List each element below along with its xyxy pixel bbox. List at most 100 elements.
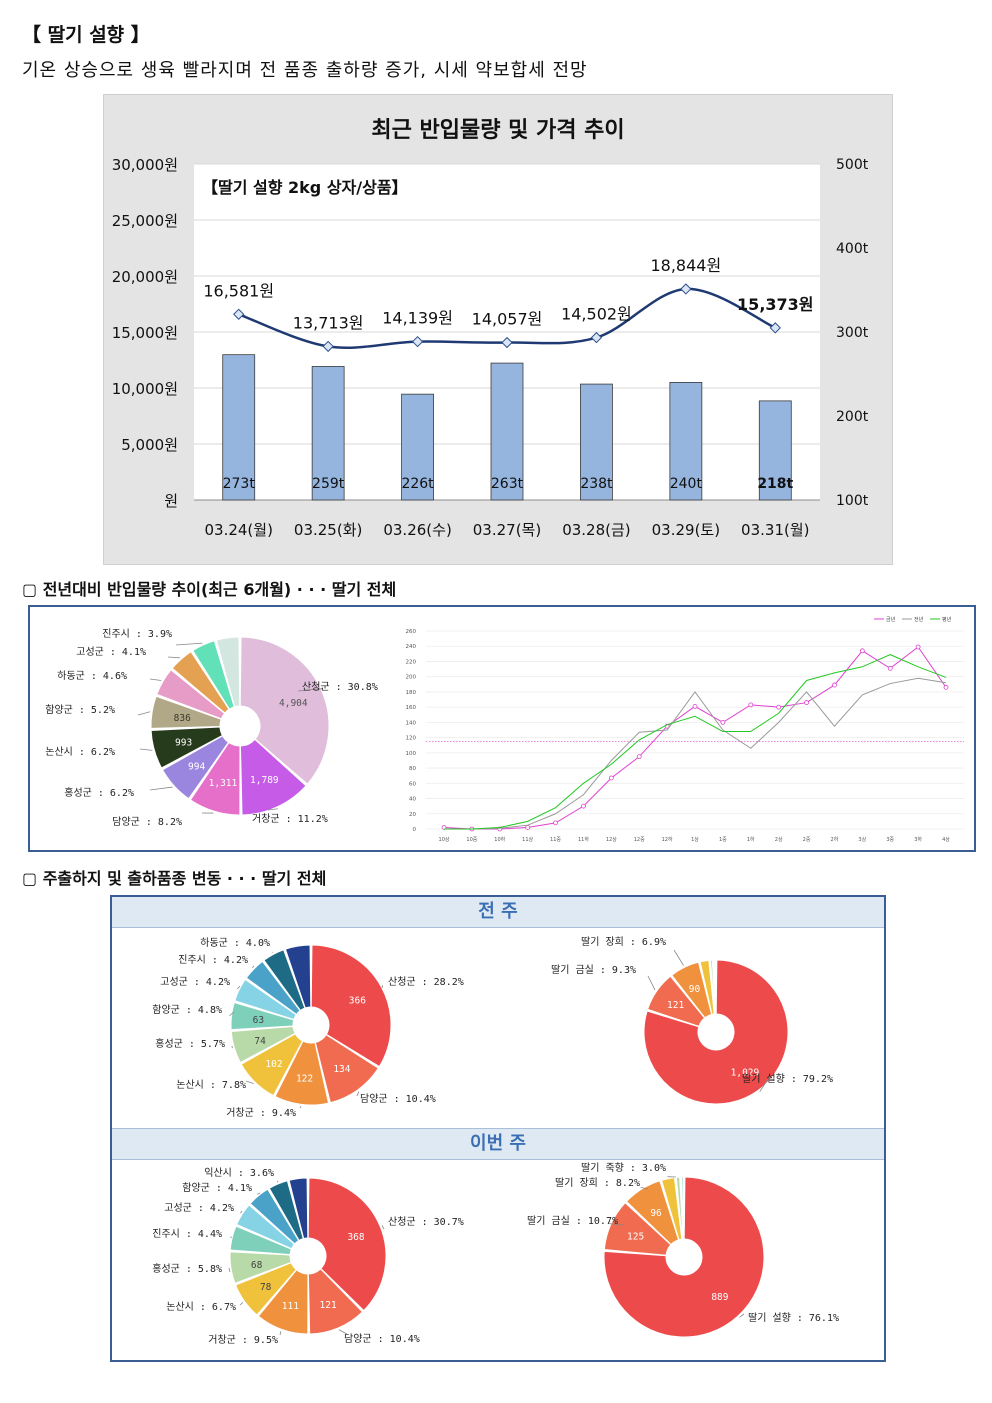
section-title-shipping: ▢ 주출하지 및 출하품종 변동 · · · 딸기 전체 <box>22 869 327 888</box>
y-tick-label: 200 <box>406 675 417 681</box>
leader-line <box>237 985 241 990</box>
slice-label: 하동군 : 4.6% <box>57 669 127 682</box>
y-tick-label: 260 <box>406 629 417 635</box>
slice-label: 담양군 : 10.4% <box>360 1093 436 1105</box>
y-tick-label: 0 <box>413 827 417 833</box>
series-point <box>525 825 531 830</box>
page-subtitle: 기온 상승으로 생육 빨라지며 전 품종 출하량 증가, 시세 약보합세 전망 <box>22 60 588 81</box>
leader-line <box>167 656 180 659</box>
donut-slice <box>150 726 224 769</box>
slice-value-label: 78 <box>260 1282 272 1293</box>
slice-label: 담양군 : 10.4% <box>344 1333 420 1345</box>
donut-slice <box>603 1176 765 1338</box>
slice-label: 진주시 : 4.4% <box>152 1228 222 1240</box>
slice-value-label: 994 <box>188 761 205 772</box>
price-label: 18,844원 <box>650 256 721 275</box>
left-tick-label: 15,000원 <box>112 324 178 342</box>
slice-label: 딸기 장희 : 6.9% <box>581 936 666 948</box>
y-tick-label: 120 <box>406 736 417 742</box>
y-tick-label: 160 <box>406 705 417 711</box>
band-this-week: 이번 주 <box>112 1128 884 1160</box>
slice-value-label: 90 <box>689 984 701 995</box>
slice-value-label: 366 <box>349 995 366 1006</box>
series-point <box>636 754 642 760</box>
leader-line <box>149 786 173 791</box>
slice-label: 산청군 : 28.2% <box>388 976 464 988</box>
volume-bar <box>580 383 613 501</box>
leader-line <box>175 642 203 646</box>
leader-line <box>139 748 153 751</box>
leader-line <box>257 1192 261 1195</box>
slice-label: 진주시 : 4.2% <box>178 954 248 966</box>
leader-line <box>640 1186 649 1190</box>
leader-line <box>299 1106 302 1109</box>
leader-line <box>356 1091 360 1097</box>
section-title-volume: ▢ 전년대비 반입물량 추이(최근 6개월) · · · 딸기 전체 <box>22 580 397 599</box>
leader-line <box>381 985 384 989</box>
volume-bar <box>758 400 792 501</box>
y-tick-label: 20 <box>409 812 416 818</box>
right-tick-label: 200t <box>836 409 869 425</box>
chart-title: 최근 반입물량 및 가격 추이 <box>371 118 624 143</box>
slice-value-label: 889 <box>711 1292 728 1303</box>
this-week-variety-donut: 889 딸기 설향 : 76.1% 125 딸기 금실 : 10.7% 96 딸기 장희 … <box>527 1162 839 1338</box>
donut-slice <box>713 959 717 1015</box>
slice-label: 홍성군 : 5.8% <box>152 1262 222 1275</box>
y-tick-label: 180 <box>406 690 417 696</box>
band-prev-week: 전 주 <box>112 897 884 928</box>
donut-slice <box>215 636 241 708</box>
left-tick-label: 20,000원 <box>112 268 178 286</box>
series-point <box>915 644 921 650</box>
series-point <box>887 665 893 671</box>
slice-label: 산청군 : 30.7% <box>388 1216 464 1228</box>
x-tick-label: 3상 <box>858 836 866 843</box>
leader-line <box>381 1225 385 1230</box>
x-tick-label: 11하 <box>578 836 589 843</box>
price-point <box>769 322 781 334</box>
price-label: 15,373원 <box>737 295 813 314</box>
slice-value-label: 1,789 <box>250 775 279 786</box>
donut-slice <box>625 1180 680 1246</box>
volume-trend-panel: 4,904 산청군 : 30.8% 1,789 거창군 : 11.2% 1,311 담양군… <box>28 605 976 852</box>
slice-value-label: 4,904 <box>279 698 308 709</box>
x-tick-label: 11상 <box>522 836 533 843</box>
slice-label: 함양군 : 4.1% <box>182 1182 252 1194</box>
category-label: 03.27(목) <box>473 521 541 539</box>
bar-value-label: 240t <box>670 476 703 492</box>
leader-line <box>297 688 323 692</box>
leader-line <box>759 1075 771 1092</box>
donut-slice <box>643 959 789 1105</box>
category-label: 03.25(화) <box>294 521 362 539</box>
slice-value-label: 1,311 <box>209 778 238 789</box>
slice-label: 딸기 설향 : 76.1% <box>748 1312 839 1324</box>
volume-bar <box>490 362 524 501</box>
leader-line <box>609 1223 625 1226</box>
y-tick-label: 100 <box>406 751 417 757</box>
y-tick-label: 60 <box>409 781 416 787</box>
right-tick-label: 400t <box>836 241 869 257</box>
leader-line <box>239 1302 244 1306</box>
series-point <box>804 700 809 705</box>
category-label: 03.29(토) <box>652 521 720 539</box>
x-tick-label: 2상 <box>775 836 783 843</box>
bar-value-label: 263t <box>491 476 524 492</box>
donut-slice <box>274 1040 330 1106</box>
slice-label: 담양군 : 8.2% <box>112 816 182 828</box>
legend-label: 금년 <box>886 616 896 623</box>
donut-slice <box>603 1202 672 1256</box>
series-point <box>720 719 726 725</box>
donut-slice <box>189 741 241 816</box>
donut-slice <box>230 1025 296 1064</box>
x-tick-label: 2중 <box>803 837 811 843</box>
price-point <box>411 335 424 348</box>
price-label: 16,581원 <box>203 281 274 300</box>
leader-line <box>228 1268 231 1273</box>
x-tick-label: 1상 <box>691 836 699 843</box>
category-label: 03.31(월) <box>741 521 809 539</box>
donut-slice <box>284 944 312 1009</box>
donut-slice <box>234 1262 297 1316</box>
series-point <box>581 803 586 809</box>
leader-line <box>673 949 684 966</box>
